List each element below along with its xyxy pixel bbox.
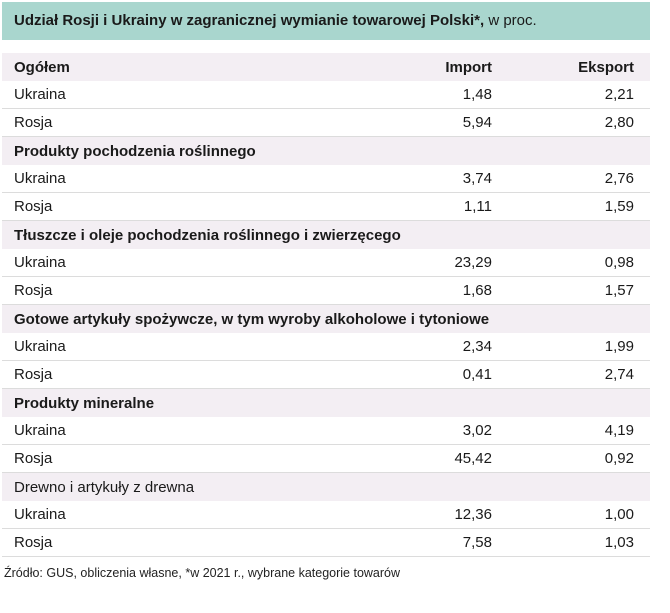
table-row: Ukraina 2,34 1,99 [2,333,650,361]
section-header-produkty-roslinne: Produkty pochodzenia roślinnego [2,137,650,165]
section-header-drewno: Drewno i artykuły z drewna [2,473,650,501]
import-value: 0,41 [462,366,492,383]
eksport-value: 1,00 [604,506,634,523]
eksport-value: 2,76 [604,170,634,187]
import-value: 1,48 [462,86,492,103]
country-label: Rosja [14,366,53,383]
import-value: 45,42 [454,450,492,467]
section-header-ogolem: Ogółem Import Eksport [2,53,650,81]
eksport-value: 1,03 [604,534,634,551]
eksport-value: 2,80 [604,114,634,131]
column-header-import: Import [445,58,492,76]
table-row: Rosja 45,42 0,92 [2,445,650,473]
eksport-value: 4,19 [604,422,634,439]
column-header-eksport: Eksport [578,58,634,76]
table-row: Rosja 1,11 1,59 [2,193,650,221]
import-value: 3,02 [462,422,492,439]
section-title: Ogółem [14,58,70,76]
table-row: Rosja 1,68 1,57 [2,277,650,305]
trade-share-table: Udział Rosji i Ukrainy w zagranicznej wy… [2,2,650,580]
table-row: Rosja 0,41 2,74 [2,361,650,389]
import-value: 12,36 [454,506,492,523]
country-label: Ukraina [14,170,66,187]
section-title: Produkty mineralne [14,394,155,412]
eksport-value: 2,74 [604,366,634,383]
eksport-value: 0,92 [604,450,634,467]
import-value: 2,34 [462,338,492,355]
import-value: 1,11 [463,198,492,215]
table-row: Ukraina 3,02 4,19 [2,417,650,445]
table-row: Ukraina 23,29 0,98 [2,249,650,277]
country-label: Ukraina [14,86,66,103]
section-title: Gotowe artykuły spożywcze, w tym wyroby … [14,310,490,328]
table-row: Rosja 7,58 1,03 [2,529,650,557]
table-row: Ukraina 3,74 2,76 [2,165,650,193]
section-header-gotowe-artykuly: Gotowe artykuły spożywcze, w tym wyroby … [2,305,650,333]
section-title: Tłuszcze i oleje pochodzenia roślinnego … [14,226,401,244]
table-title-suffix: w proc. [484,11,537,29]
country-label: Ukraina [14,422,66,439]
eksport-value: 2,21 [604,86,634,103]
import-value: 1,68 [462,282,492,299]
country-label: Ukraina [14,506,66,523]
import-value: 5,94 [462,114,492,131]
section-title: Drewno i artykuły z drewna [14,478,195,496]
table-title-bar: Udział Rosji i Ukrainy w zagranicznej wy… [2,2,650,40]
eksport-value: 1,57 [604,282,634,299]
eksport-value: 1,99 [604,338,634,355]
eksport-value: 1,59 [604,198,634,215]
source-note: Źródło: GUS, obliczenia własne, *w 2021 … [4,566,401,580]
section-header-tluszcze-oleje: Tłuszcze i oleje pochodzenia roślinnego … [2,221,650,249]
table-title: Udział Rosji i Ukrainy w zagranicznej wy… [14,11,485,29]
country-label: Rosja [14,114,53,131]
country-label: Ukraina [14,338,66,355]
section-title: Produkty pochodzenia roślinnego [14,142,256,160]
country-label: Ukraina [14,254,66,271]
eksport-value: 0,98 [604,254,634,271]
import-value: 3,74 [462,170,492,187]
import-value: 7,58 [462,534,492,551]
section-header-produkty-mineralne: Produkty mineralne [2,389,650,417]
import-value: 23,29 [454,254,492,271]
country-label: Rosja [14,282,53,299]
country-label: Rosja [14,450,53,467]
table-row: Ukraina 12,36 1,00 [2,501,650,529]
table-row: Rosja 5,94 2,80 [2,109,650,137]
country-label: Rosja [14,198,53,215]
country-label: Rosja [14,534,53,551]
table-row: Ukraina 1,48 2,21 [2,81,650,109]
